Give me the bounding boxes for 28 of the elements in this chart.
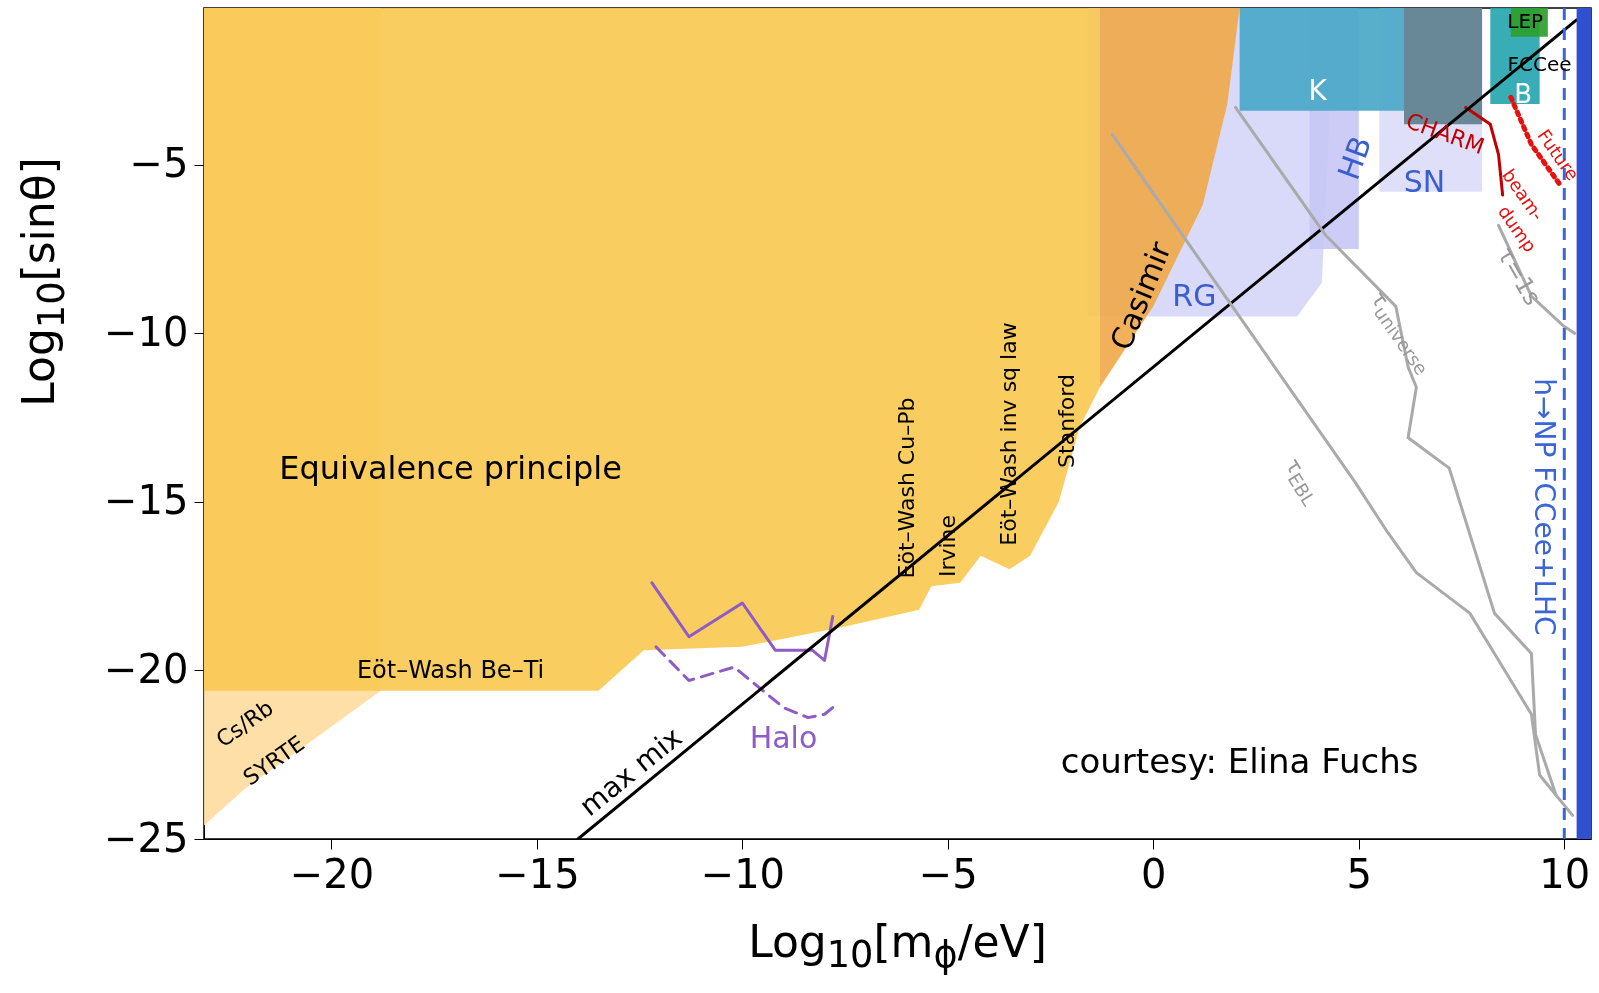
annotation: B: [1514, 78, 1533, 109]
x-tick-label: −15: [495, 850, 580, 897]
annotation: K: [1308, 73, 1327, 107]
ref-line-label: h→NP FCCee+LHC: [1528, 377, 1562, 636]
annotation: Irvine: [934, 514, 960, 577]
y-tick-label: −10: [104, 308, 189, 355]
annotation: Eöt–Wash Be–Ti: [356, 656, 545, 685]
x-tick-label: −5: [918, 850, 978, 897]
x-tick-label: 0: [1141, 850, 1167, 897]
x-axis-title: Log$_{10}$[m$_{ϕ}$/eV]: [748, 916, 1047, 976]
annotation: courtesy: Elina Fuchs: [1060, 741, 1419, 782]
annotation: SN: [1403, 163, 1446, 199]
x-tick-label: −20: [289, 850, 375, 897]
annotation: Halo: [749, 719, 818, 755]
annotation: Stanford: [1054, 374, 1080, 468]
x-tick-label: 5: [1346, 850, 1373, 897]
annotation: Eöt–Wash Cu–Pb: [893, 398, 919, 579]
y-tick-label: −5: [129, 140, 189, 187]
y-tick-label: −25: [104, 814, 189, 861]
x-tick-label: −10: [700, 850, 786, 897]
annotation: FCCee: [1507, 51, 1572, 76]
y-tick-label: −20: [104, 645, 189, 692]
annotation: RG: [1172, 278, 1217, 314]
annotation: Eöt–Wash inv sq law: [996, 322, 1022, 547]
annotation: Equivalence principle: [279, 449, 622, 488]
annotation: HB: [1330, 131, 1379, 185]
y-tick-label: −15: [104, 477, 189, 524]
x-tick-label: 10: [1539, 850, 1591, 897]
